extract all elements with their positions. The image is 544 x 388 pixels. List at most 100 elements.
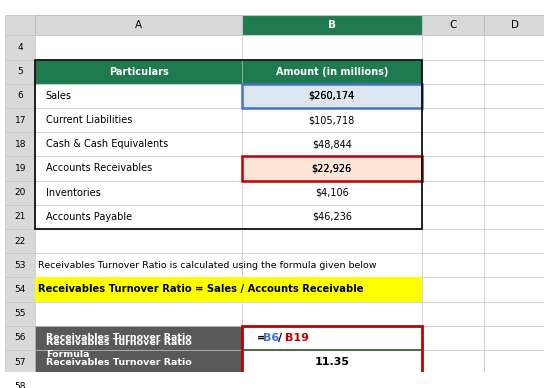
Text: Receivables Turnover Ratio
Formula: Receivables Turnover Ratio Formula: [46, 338, 191, 359]
Bar: [5, 301, 35, 326]
Bar: [242, 156, 422, 180]
Text: Sales: Sales: [46, 91, 72, 101]
Bar: [484, 326, 544, 350]
Bar: [35, 277, 242, 301]
Text: Accounts Receivables: Accounts Receivables: [46, 163, 152, 173]
Text: $48,844: $48,844: [312, 139, 352, 149]
Text: 4: 4: [17, 43, 23, 52]
Bar: [242, 15, 422, 35]
Bar: [35, 60, 422, 229]
Text: 19: 19: [15, 164, 26, 173]
Text: C: C: [449, 20, 456, 30]
Text: Particulars: Particulars: [109, 67, 169, 77]
Bar: [242, 301, 422, 326]
Bar: [5, 180, 35, 205]
Text: Current Liabilities: Current Liabilities: [46, 115, 132, 125]
Bar: [422, 205, 484, 229]
Text: B6: B6: [263, 333, 279, 343]
Bar: [484, 229, 544, 253]
Bar: [5, 156, 35, 180]
Bar: [422, 253, 484, 277]
Text: Receivables Turnover Ratio is calculated using the formula given below: Receivables Turnover Ratio is calculated…: [38, 261, 376, 270]
Bar: [242, 253, 422, 277]
Text: 58: 58: [15, 382, 26, 388]
Text: $260,174: $260,174: [308, 91, 355, 101]
Bar: [242, 84, 422, 108]
Bar: [242, 156, 422, 180]
Bar: [422, 374, 484, 388]
Bar: [484, 205, 544, 229]
Bar: [422, 229, 484, 253]
Bar: [35, 132, 242, 156]
Text: 11.35: 11.35: [314, 357, 349, 367]
Bar: [5, 229, 35, 253]
Text: Cash & Cash Equivalents: Cash & Cash Equivalents: [46, 139, 168, 149]
Text: $105,718: $105,718: [308, 115, 355, 125]
Bar: [484, 132, 544, 156]
Text: Accounts Payable: Accounts Payable: [46, 212, 132, 222]
Bar: [5, 374, 35, 388]
Text: 5: 5: [17, 67, 23, 76]
Bar: [484, 108, 544, 132]
Bar: [422, 326, 484, 350]
Bar: [35, 180, 242, 205]
Bar: [242, 205, 422, 229]
Bar: [242, 229, 422, 253]
Text: 54: 54: [15, 285, 26, 294]
Bar: [242, 60, 422, 84]
Bar: [242, 108, 422, 132]
Bar: [35, 277, 422, 301]
Bar: [422, 180, 484, 205]
Text: 20: 20: [15, 188, 26, 197]
Text: 17: 17: [15, 116, 26, 125]
Bar: [5, 84, 35, 108]
Bar: [484, 350, 544, 374]
Text: Inventories: Inventories: [46, 188, 101, 197]
Bar: [5, 15, 35, 35]
Bar: [484, 156, 544, 180]
Bar: [242, 326, 422, 350]
Bar: [422, 108, 484, 132]
Bar: [484, 301, 544, 326]
Bar: [5, 132, 35, 156]
Bar: [242, 84, 422, 108]
Bar: [484, 15, 544, 35]
Bar: [422, 350, 484, 374]
Text: $4,106: $4,106: [315, 188, 349, 197]
Bar: [484, 60, 544, 84]
Text: $22,926: $22,926: [312, 163, 352, 173]
Text: Receivables Turnover Ratio: Receivables Turnover Ratio: [46, 358, 191, 367]
Text: 21: 21: [15, 212, 26, 222]
Bar: [422, 156, 484, 180]
Bar: [422, 301, 484, 326]
Text: $46,236: $46,236: [312, 212, 352, 222]
Text: $260,174: $260,174: [308, 91, 355, 101]
Bar: [35, 84, 242, 108]
Text: 22: 22: [15, 237, 26, 246]
Bar: [35, 35, 242, 60]
Bar: [242, 350, 422, 374]
Bar: [35, 326, 242, 374]
Bar: [242, 350, 422, 374]
Bar: [484, 374, 544, 388]
Text: /: /: [278, 333, 282, 343]
Bar: [35, 108, 242, 132]
Bar: [242, 374, 422, 388]
Text: Receivables Turnover Ratio = Sales / Accounts Receivable: Receivables Turnover Ratio = Sales / Acc…: [38, 284, 363, 294]
Text: B19: B19: [285, 333, 309, 343]
Bar: [242, 35, 422, 60]
Text: B: B: [328, 20, 336, 30]
Bar: [35, 253, 242, 277]
Bar: [5, 35, 35, 60]
Bar: [422, 84, 484, 108]
Text: 18: 18: [15, 140, 26, 149]
Bar: [242, 277, 422, 301]
Bar: [484, 84, 544, 108]
Bar: [242, 326, 422, 350]
Bar: [5, 205, 35, 229]
Bar: [242, 132, 422, 156]
Text: 56: 56: [15, 333, 26, 342]
Bar: [35, 350, 242, 374]
Text: 6: 6: [17, 91, 23, 100]
Bar: [5, 350, 35, 374]
